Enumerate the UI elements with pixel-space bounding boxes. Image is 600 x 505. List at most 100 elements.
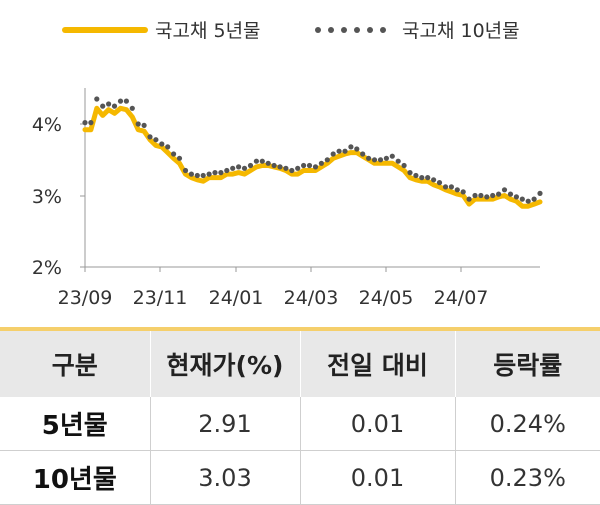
header-rate: 등락률 xyxy=(455,331,600,397)
x-tick-label: 23/11 xyxy=(133,287,188,309)
series-point-10yr xyxy=(383,155,389,161)
table-header-row: 구분 현재가(%) 전일 대비 등락률 xyxy=(0,331,600,397)
series-point-10yr xyxy=(366,155,372,161)
series-point-10yr xyxy=(318,160,324,166)
series-point-10yr xyxy=(111,103,118,109)
x-tick-label: 23/09 xyxy=(58,287,113,309)
row-label: 10년물 xyxy=(0,450,151,505)
series-point-10yr xyxy=(135,121,141,127)
series-point-10yr xyxy=(460,189,466,195)
series-point-10yr xyxy=(117,98,124,104)
series-point-10yr xyxy=(360,151,366,157)
series-point-10yr xyxy=(147,134,153,140)
series-point-10yr xyxy=(123,98,129,104)
series-point-10yr xyxy=(100,103,106,109)
series-point-10yr xyxy=(259,158,265,164)
series-point-10yr xyxy=(306,162,313,169)
series-point-10yr xyxy=(448,184,454,190)
header-category: 구분 xyxy=(0,331,151,397)
series-point-10yr xyxy=(182,167,189,174)
series-point-10yr xyxy=(407,170,413,176)
series-point-10yr xyxy=(478,192,484,199)
series-point-10yr xyxy=(401,162,407,169)
series-point-10yr xyxy=(519,196,525,202)
series-point-10yr xyxy=(454,187,460,193)
series-point-10yr xyxy=(354,146,360,152)
table-row: 5년물 2.91 0.01 0.24% xyxy=(0,397,600,451)
legend-swatch-10yr xyxy=(315,27,386,33)
cell-price: 2.91 xyxy=(150,397,301,451)
series-point-10yr xyxy=(496,191,502,197)
series-point-10yr xyxy=(230,165,236,171)
series-point-10yr xyxy=(253,158,259,164)
series-point-10yr xyxy=(342,148,348,154)
series-point-10yr xyxy=(484,194,490,200)
series-point-10yr xyxy=(82,120,88,126)
series-point-10yr xyxy=(200,172,206,179)
series-point-10yr xyxy=(236,164,242,170)
series-point-10yr xyxy=(206,171,212,177)
series-point-10yr xyxy=(271,162,277,169)
series-point-10yr xyxy=(525,198,531,204)
series-point-10yr xyxy=(312,164,319,170)
series-point-10yr xyxy=(289,167,295,174)
series-point-10yr xyxy=(295,165,301,171)
series-point-10yr xyxy=(265,160,271,166)
series-point-10yr xyxy=(171,151,177,157)
series-point-10yr xyxy=(436,180,443,186)
series-point-10yr xyxy=(94,96,100,102)
series-point-10yr xyxy=(413,172,419,179)
series-point-10yr xyxy=(507,191,514,197)
series-point-10yr xyxy=(188,171,194,177)
series-point-10yr xyxy=(395,158,401,164)
header-price: 현재가(%) xyxy=(150,331,301,397)
series-point-10yr xyxy=(472,192,478,199)
series-point-10yr xyxy=(176,155,183,161)
y-tick-label: 4% xyxy=(32,114,62,136)
series-point-10yr xyxy=(88,120,94,126)
y-tick-label: 3% xyxy=(32,186,62,208)
series-point-10yr xyxy=(129,105,135,111)
series-point-10yr xyxy=(212,170,218,176)
series-point-10yr xyxy=(247,162,254,169)
series-point-10yr xyxy=(537,190,543,196)
x-tick-label: 24/07 xyxy=(434,287,489,309)
series-point-10yr xyxy=(324,157,330,163)
header-change: 전일 대비 xyxy=(300,331,456,397)
bond-yield-chart: 국고채 5년물 국고채 10년물 2% 3% 4% 23/09 23/11 24… xyxy=(32,20,543,309)
series-point-10yr xyxy=(466,196,472,202)
cell-rate: 0.23% xyxy=(455,450,600,505)
series-point-10yr xyxy=(377,157,384,163)
series-point-10yr xyxy=(431,177,437,183)
series-point-10yr xyxy=(531,196,537,202)
series-point-10yr xyxy=(442,184,449,190)
series-point-10yr xyxy=(330,151,336,157)
series-point-10yr xyxy=(194,172,200,179)
series-point-10yr xyxy=(141,122,147,128)
x-ticks: 23/09 23/11 24/01 24/03 24/05 24/07 xyxy=(58,267,489,309)
series-point-10yr xyxy=(371,157,378,163)
series-point-10yr xyxy=(389,153,395,159)
cell-rate: 0.24% xyxy=(455,397,600,451)
yield-table: 구분 현재가(%) 전일 대비 등락률 5년물 2.91 0.01 0.24% … xyxy=(0,331,600,505)
series-point-10yr xyxy=(419,175,425,181)
legend-label-5yr: 국고채 5년물 xyxy=(155,20,261,42)
cell-price: 3.03 xyxy=(150,450,301,505)
table-row: 10년물 3.03 0.01 0.23% xyxy=(0,450,600,505)
series-point-10yr xyxy=(513,194,520,200)
cell-change: 0.01 xyxy=(300,397,456,451)
x-tick-label: 24/05 xyxy=(359,287,414,309)
series-point-10yr xyxy=(218,170,224,176)
series-point-10yr xyxy=(336,148,342,154)
series-point-10yr xyxy=(277,164,283,170)
series-point-10yr xyxy=(348,144,354,150)
series-point-10yr xyxy=(159,141,165,147)
table-top-rule xyxy=(0,327,600,331)
x-tick-label: 24/03 xyxy=(284,287,339,309)
series-line-5yr xyxy=(82,105,543,209)
series-point-10yr xyxy=(283,165,289,171)
series-point-10yr xyxy=(490,192,496,199)
row-label: 5년물 xyxy=(0,397,151,451)
series-point-10yr xyxy=(301,162,307,169)
series-points-10yr xyxy=(82,96,543,204)
